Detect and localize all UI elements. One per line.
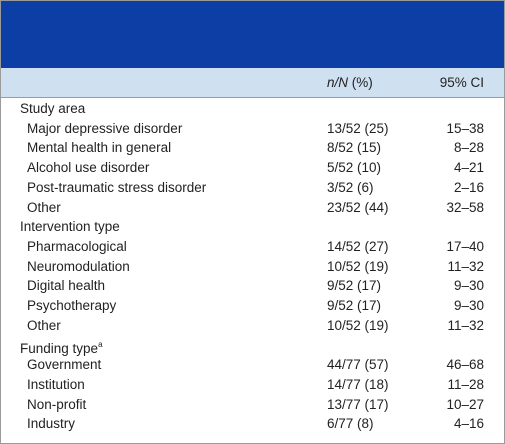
ci-value: 46–68 bbox=[446, 357, 484, 373]
section-title-text: Funding type bbox=[20, 341, 99, 357]
row-label: Government bbox=[27, 357, 102, 373]
header-row: n/N (%) 95% CI bbox=[1, 68, 504, 98]
ci-value: 8–28 bbox=[453, 140, 484, 156]
n-value: 6/77 (8) bbox=[327, 416, 374, 432]
ci-value: 11–32 bbox=[447, 317, 484, 333]
row-label: Neuromodulation bbox=[27, 258, 130, 274]
n-value: 13/77 (17) bbox=[327, 396, 389, 412]
section-title-text: Study area bbox=[20, 101, 86, 116]
n-value: 3/52 (6) bbox=[327, 179, 374, 195]
n-value: 13/52 (25) bbox=[327, 120, 389, 136]
row-label: Industry bbox=[27, 416, 76, 432]
ci-value: 9–30 bbox=[453, 278, 484, 294]
row-label: Major depressive disorder bbox=[27, 120, 183, 136]
ci-value: 9–30 bbox=[453, 298, 484, 313]
n-value: 44/77 (57) bbox=[327, 357, 389, 373]
ci-value: 10–27 bbox=[446, 396, 484, 412]
ci-value: 4–16 bbox=[453, 416, 484, 432]
row-label: Post-traumatic stress disorder bbox=[27, 179, 207, 195]
ci-value: 4–21 bbox=[453, 160, 484, 176]
n-value: 9/52 (17) bbox=[327, 278, 382, 294]
n-value: 14/52 (27) bbox=[327, 238, 389, 254]
n-value: 8/52 (15) bbox=[327, 140, 382, 156]
header-pct-label: (%) bbox=[351, 75, 373, 90]
n-value: 9/52 (17) bbox=[327, 298, 382, 313]
n-value: 23/52 (44) bbox=[327, 199, 389, 215]
row-label: Other bbox=[27, 317, 61, 333]
row-label: Other bbox=[27, 199, 61, 215]
section-title: Intervention type bbox=[20, 217, 120, 236]
row-label: Pharmacological bbox=[27, 238, 127, 254]
row-label: Alcohol use disorder bbox=[27, 160, 150, 176]
ci-value: 15–38 bbox=[446, 120, 484, 136]
n-value: 10/52 (19) bbox=[327, 258, 389, 274]
row-label: Mental health in general bbox=[27, 140, 172, 156]
ci-value: 11–32 bbox=[447, 258, 484, 274]
ci-value: 11–28 bbox=[447, 376, 484, 392]
footnote-marker: a bbox=[98, 340, 103, 350]
ci-value: 32–58 bbox=[446, 199, 484, 215]
section-title: Funding typea bbox=[20, 335, 103, 358]
row-label: Digital health bbox=[27, 278, 106, 294]
banner bbox=[1, 1, 504, 68]
n-value: 5/52 (10) bbox=[327, 160, 382, 176]
section-title: Study area bbox=[20, 99, 85, 118]
row-label: Non-profit bbox=[27, 396, 87, 412]
n-value: 10/52 (19) bbox=[327, 317, 389, 333]
n-value: 14/77 (18) bbox=[327, 376, 389, 392]
header-n: n/N (%) bbox=[327, 73, 373, 92]
row-label: Institution bbox=[27, 376, 85, 392]
row-label: Psychotherapy bbox=[27, 298, 117, 313]
ci-value: 2–16 bbox=[453, 179, 484, 195]
ci-value: 17–40 bbox=[446, 238, 484, 254]
header-n-label: n/N bbox=[327, 75, 349, 90]
section-title-text: Intervention type bbox=[20, 219, 120, 235]
header-ci: 95% CI bbox=[439, 75, 484, 90]
